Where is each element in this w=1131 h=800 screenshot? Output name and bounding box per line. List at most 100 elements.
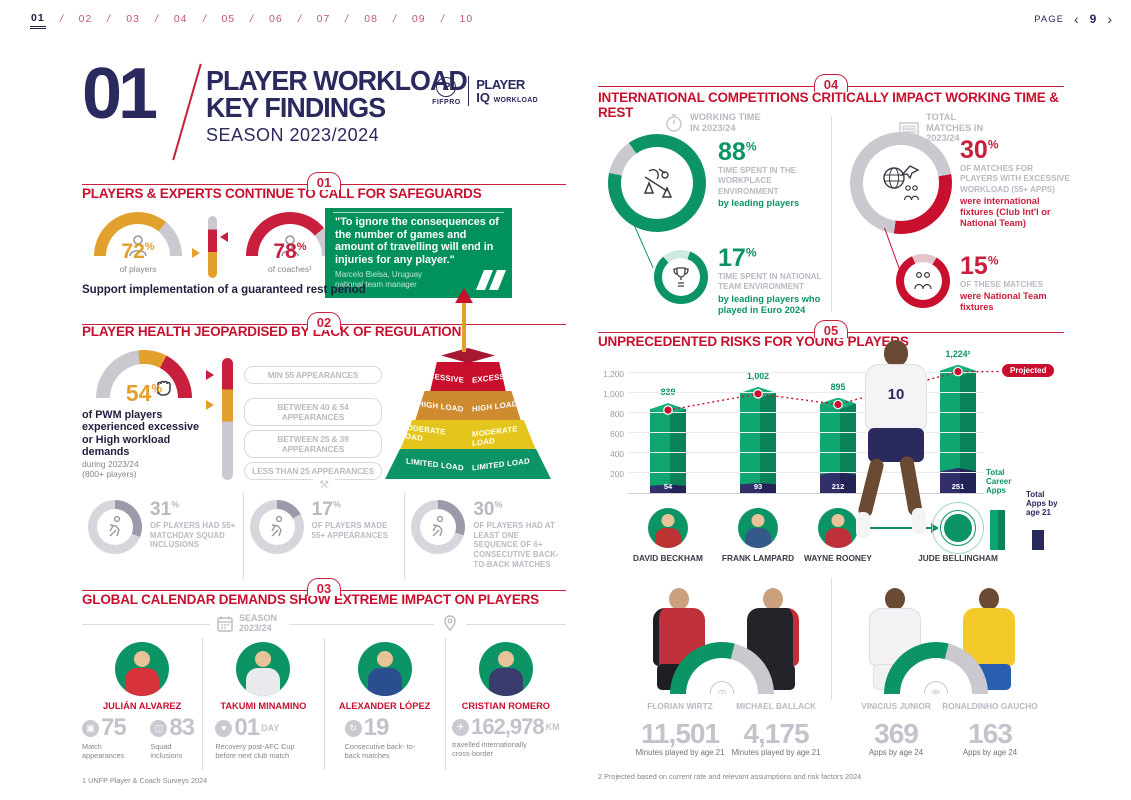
nav-separator: / — [296, 13, 303, 25]
section3-title: GLOBAL CALENDAR DEMANDS SHOW EXTREME IMP… — [82, 592, 539, 607]
players-icon — [914, 271, 932, 290]
nav-separator: / — [391, 13, 399, 25]
workload-gauge: 54% of PWM players experienced excessive… — [82, 350, 206, 479]
nav-page-02[interactable]: 02 — [78, 13, 93, 25]
players-gauge-label: of players — [119, 264, 157, 274]
arrow-right-icon — [192, 248, 200, 258]
working-time-donut — [608, 134, 706, 232]
player-name: ALEXANDER LÓPEZ — [338, 701, 431, 711]
heart-icon: ♥ — [215, 719, 233, 737]
map-pin-icon — [444, 615, 456, 631]
plane-icon: ✈ — [452, 718, 470, 736]
footnote-1: 1 UNFP Player & Coach Surveys 2024 — [82, 776, 208, 785]
page-label: PAGE — [1034, 13, 1064, 25]
nav-separator: / — [248, 13, 256, 25]
page-navigation: 01 / 02 / 03 / 04 / 05 / 06 / 07 / 08 / 09 / 10 P… — [30, 8, 1113, 30]
nav-page-05[interactable]: 05 — [221, 13, 236, 25]
stat-30: 30% OF MATCHES FOR PLAYERS WITH EXCESSIV… — [960, 136, 1070, 229]
section-divider-04: 04 — [598, 74, 1064, 94]
nav-page-03[interactable]: 03 — [126, 13, 140, 25]
season-label: SEASON 2023/24 — [239, 613, 278, 633]
avatar — [236, 642, 291, 696]
workload-scale-bar — [222, 358, 233, 480]
tier-label-1: MIN 55 APPEARANCES — [244, 366, 382, 384]
section-divider-01: 01 — [82, 172, 566, 192]
bottom-player-name: FLORIAN WIRTZ — [647, 701, 713, 711]
player-card-alvarez: JULIÁN ALVAREZ ▣ 75 Match appearances ◫ 83… — [82, 638, 202, 770]
squad-icon: ◫ — [150, 719, 168, 737]
nav-page-04[interactable]: 04 — [173, 13, 188, 25]
bottom-player-label: Minutes played by age 21 — [635, 748, 725, 757]
player-card-minamino: TAKUMI MINAMINO ♥ 01 DAY Recovery post-AFC… — [202, 638, 323, 770]
left-column: 01 PLAYER WORKLOAD KEY FINDINGS SEASON 2… — [82, 54, 566, 785]
avatar — [478, 642, 533, 696]
nav-separator: / — [439, 13, 446, 25]
nav-separator: / — [344, 13, 351, 25]
page-subtitle: SEASON 2023/2024 — [206, 125, 380, 146]
young-players-chart: 200 400 600 800 1,000 1,200 839 54 1,002 93 895… — [598, 340, 1064, 550]
bar-rooney: 895 212 — [820, 382, 856, 493]
stat-km-travelled: ✈ 162,978 KM travelled internationally cro… — [452, 714, 560, 759]
progression-arrow-icon — [866, 523, 939, 533]
next-page-button[interactable]: › — [1107, 11, 1113, 27]
bottom-player-value: 4,175 — [743, 718, 809, 749]
section-badge-02: 02 — [306, 312, 342, 330]
quote-marks-icon — [475, 270, 507, 290]
coaches-gauge: 78% of coaches¹ — [238, 212, 342, 274]
nav-separator: / — [153, 13, 161, 25]
player-card-lopez: ALEXANDER LÓPEZ ↻ 19 Consecutive back- to… — [323, 638, 445, 770]
coaches-gauge-label: of coaches¹ — [268, 264, 312, 274]
iq-wordmark: IQ — [476, 90, 490, 105]
tier-label-2: BETWEEN 40 & 54 APPEARANCES — [244, 398, 382, 426]
nav-page-08[interactable]: 08 — [364, 13, 378, 25]
footnote-2: 2 Projected based on current rate and re… — [598, 772, 862, 781]
pyramid-cap — [441, 348, 495, 363]
quote-author: Marcelo Bielsa, Uruguay — [335, 269, 423, 279]
support-statement: Support implementation of a guaranteed r… — [82, 284, 366, 296]
comparison-block: ◷ ⊛ FLORIAN WIRTZ MICHAEL BALLACK VINICI… — [598, 576, 1064, 784]
section1-title: PLAYERS & EXPERTS CONTINUE TO CALL FOR S… — [82, 186, 482, 201]
logo-divider — [467, 76, 470, 106]
pyramid-moderate-load: MODERATE LOAD MODERATE LOAD — [400, 420, 536, 450]
trophy-icon — [673, 267, 689, 287]
workload-stat-period: during 2023/24 — [82, 458, 139, 469]
section-global-calendar: GLOBAL CALENDAR DEMANDS SHOW EXTREME IMP… — [82, 592, 566, 785]
nav-page-10[interactable]: 10 — [459, 13, 474, 25]
total-matches-donut — [850, 132, 952, 234]
runner-icon — [432, 515, 444, 537]
player-name: TAKUMI MINAMINO — [220, 701, 307, 711]
stat-15: 15% OF THESE MATCHES were National Team … — [960, 252, 1047, 313]
nav-page-09[interactable]: 09 — [411, 13, 426, 25]
legend-player-name: JUDE BELLINGHAM — [918, 553, 998, 563]
nav-page-06[interactable]: 06 — [269, 13, 283, 25]
nav-page-07[interactable]: 07 — [316, 13, 331, 25]
legend-player-name: DAVID BECKHAM — [633, 553, 703, 563]
quote-text: "To ignore the consequences of the numbe… — [335, 216, 499, 267]
masthead: 01 PLAYER WORKLOAD KEY FINDINGS SEASON 2… — [82, 54, 566, 172]
player-wordmark: PLAYER — [476, 77, 525, 92]
connector-line — [884, 227, 901, 270]
prev-page-button[interactable]: ‹ — [1073, 11, 1080, 27]
avatar-rooney — [818, 508, 858, 548]
player-icon — [129, 235, 147, 256]
nav-separator: / — [106, 13, 113, 25]
connector-line — [634, 225, 655, 269]
goal-icon — [899, 122, 919, 136]
chapter-number: 01 — [82, 54, 158, 134]
legend-young-swatch — [1032, 530, 1044, 550]
hand-icon — [157, 380, 171, 396]
player-load-stats-row: ⚒ 31% OF PLAYERS HAD 55+ MATCHDAY SQUAD I… — [82, 478, 566, 580]
cycle-icon: ↻ — [344, 719, 362, 737]
bottom-player-name: MICHAEL BALLACK — [735, 701, 817, 711]
legend-career-swatch — [990, 510, 1005, 550]
stat-back-to-back: ↻ 19 Consecutive back- to-back matches — [344, 714, 416, 761]
workload-stat-sample: (800+ players) — [82, 468, 137, 479]
globe-travel-icon — [883, 165, 920, 201]
arrow-right-icon — [206, 370, 214, 380]
stat-squad-inclusions: 31% OF PLAYERS HAD 55+ MATCHDAY SQUAD INC… — [82, 492, 243, 580]
nav-page-01[interactable]: 01 — [30, 10, 46, 29]
bottom-player-name: RONALDINHO GAUCHO — [942, 701, 1038, 711]
legend-apps-by-21: Total Apps by age 21 — [1026, 490, 1058, 518]
players-gauge: 72% of players — [86, 212, 190, 274]
